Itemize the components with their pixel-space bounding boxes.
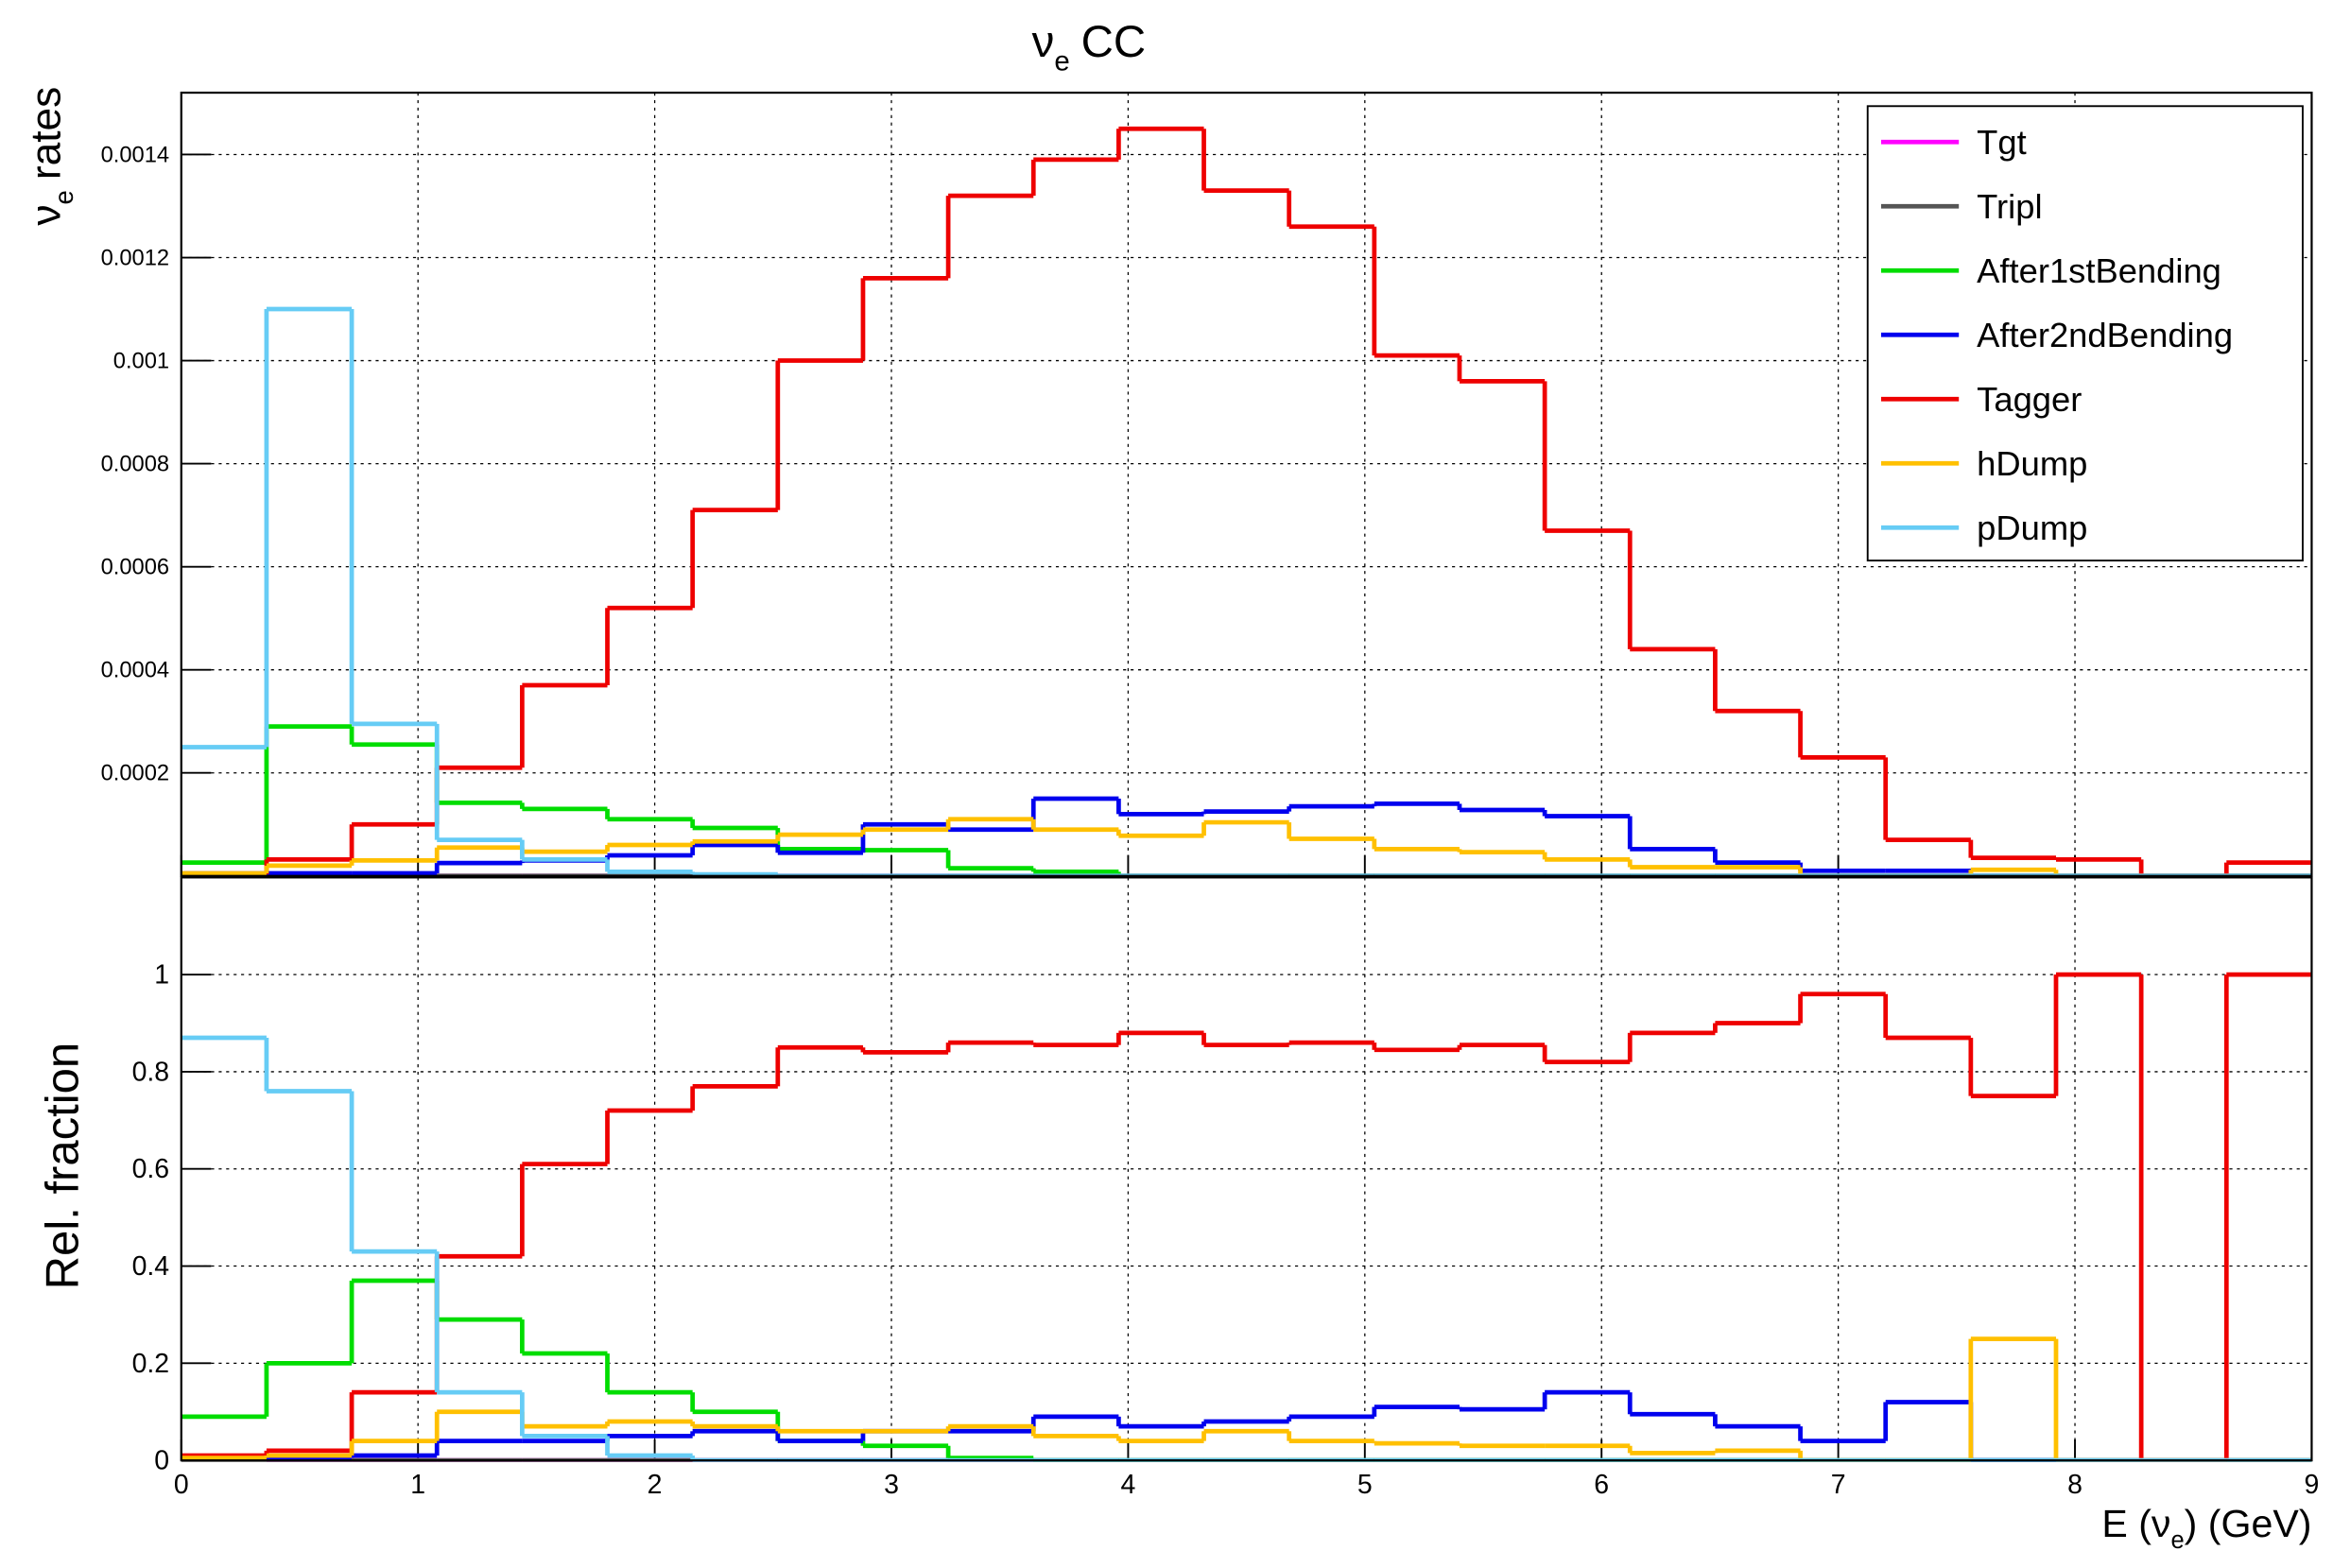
y-tick-label: 0.0004 [101,659,170,683]
y-tick-label: 0.001 [113,349,169,373]
label-part: ν [1032,17,1055,67]
legend-label: Tgt [1977,123,2027,162]
subscript: e [1054,45,1069,77]
y-tick-label: 0.4 [132,1251,170,1282]
y-tick-label: 0 [154,1446,169,1476]
x-tick-label: 6 [1594,1470,1609,1500]
y-tick-label: 0.0012 [101,246,170,270]
plot-frame [180,876,2313,1462]
x-tick-label: 5 [1357,1470,1373,1500]
y-tick-label: 0.0008 [101,453,170,477]
x-axis-label: E (νe) (GeV) [2101,1502,2311,1554]
label-part: Rel. fraction [38,1042,89,1290]
x-tick-label: 3 [884,1470,899,1500]
subscript: e [2170,1527,2184,1554]
legend-label: hDump [1977,444,2087,483]
y-tick-label: 0.2 [132,1349,170,1379]
x-tick-label: 1 [410,1470,425,1500]
label-part: ν [24,204,70,225]
label-part: CC [1081,17,1147,67]
plot-area [181,126,2312,876]
x-tick-label: 7 [1831,1470,1846,1500]
legend-label: Tripl [1977,187,2042,226]
x-tick-label: 0 [174,1470,189,1500]
y-tick-label: 0.0006 [101,556,170,580]
y-axis-label: νe rates [24,87,78,226]
y-axis-label: Rel. fraction [38,1042,89,1290]
plot-frame [180,91,2313,877]
y-tick-label: 0.0002 [101,762,170,786]
x-tick-label: 4 [1120,1470,1135,1500]
label-part: ) (GeV) [2185,1502,2312,1545]
x-tick-label: 8 [2067,1470,2082,1500]
plot-area [181,972,2312,1462]
chart-title: νe CC [1032,17,1146,77]
x-tick-label: 9 [2305,1470,2320,1500]
y-tick-label: 0.0014 [101,143,170,167]
y-tick-label: 0.6 [132,1154,170,1184]
label-part: E (ν [2101,1502,2170,1545]
y-tick-label: 1 [154,960,169,991]
label-part: rates [24,87,70,180]
x-tick-label: 2 [648,1470,663,1500]
subscript: e [49,190,78,204]
legend-label: After1stBending [1977,251,2221,290]
legend-label: After2ndBending [1977,316,2233,354]
legend-label: pDump [1977,508,2087,547]
legend-label: Tagger [1977,380,2082,419]
y-tick-label: 0.8 [132,1057,170,1087]
